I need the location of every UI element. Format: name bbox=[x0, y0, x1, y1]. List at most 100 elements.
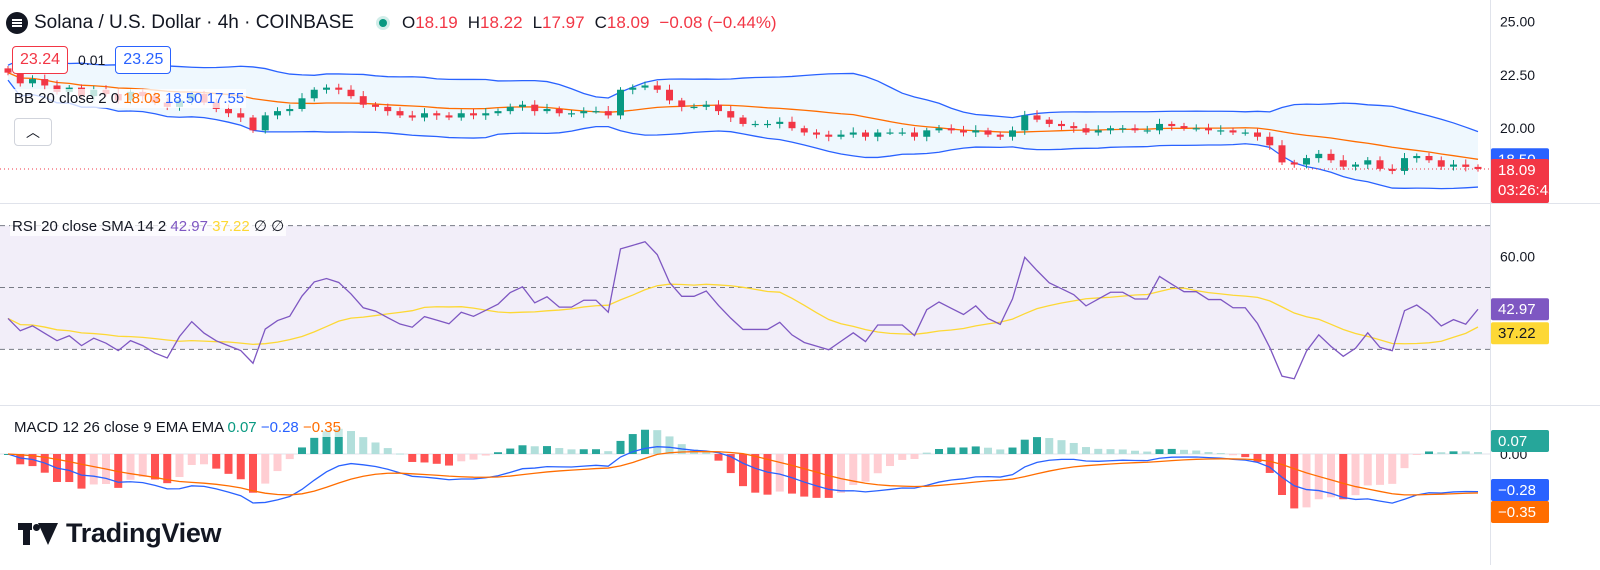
symbol-title[interactable]: Solana / U.S. Dollar · 4h · COINBASE bbox=[34, 12, 354, 33]
candle-body bbox=[1462, 164, 1470, 167]
candle-body bbox=[1119, 128, 1127, 130]
candle-body bbox=[1241, 132, 1249, 134]
candle-body bbox=[1450, 164, 1457, 167]
candle-body bbox=[653, 85, 661, 90]
candle-body bbox=[237, 113, 245, 118]
price-change: −0.08 (−0.44%) bbox=[659, 13, 777, 32]
macd-histogram-bar bbox=[628, 434, 637, 454]
candle-body bbox=[1058, 123, 1065, 127]
macd-histogram-bar bbox=[1437, 452, 1446, 454]
macd-signal-badge-text: −0.35 bbox=[1498, 504, 1536, 521]
candle-body bbox=[580, 111, 588, 114]
macd-histogram-bar bbox=[726, 454, 735, 474]
macd-histogram-bar bbox=[1155, 449, 1164, 454]
candle-body bbox=[543, 108, 551, 112]
ohlc-low-key: L bbox=[532, 13, 543, 32]
candle-body bbox=[715, 104, 722, 112]
macd-histogram-bar bbox=[1057, 440, 1066, 454]
candle-body bbox=[825, 134, 833, 137]
macd-histogram-bar bbox=[947, 447, 956, 454]
macd-signal-badge-bg bbox=[1491, 501, 1549, 523]
candle-body bbox=[445, 115, 453, 118]
macd-histogram-bar bbox=[1265, 454, 1274, 473]
macd-value: −0.28 bbox=[260, 419, 299, 436]
macd-histogram-bar bbox=[898, 454, 907, 460]
price-badge-text: 03:26:45 bbox=[1498, 182, 1556, 199]
tradingview-logo[interactable]: TradingView bbox=[18, 518, 222, 549]
macd-histogram-bar bbox=[751, 454, 760, 493]
macd-histogram-bar bbox=[1461, 451, 1470, 454]
candle-body bbox=[249, 117, 257, 131]
candle-body bbox=[310, 89, 318, 99]
candle-body bbox=[862, 132, 869, 137]
macd-histogram-bar bbox=[653, 430, 662, 454]
macd-hist-badge-bg bbox=[1491, 430, 1549, 452]
candle-body bbox=[666, 89, 673, 101]
macd-histogram-bar bbox=[506, 448, 515, 454]
candle-body bbox=[1045, 119, 1053, 124]
candle-body bbox=[776, 121, 784, 124]
candle-body bbox=[1388, 168, 1396, 171]
price-axis-tick: 20.00 bbox=[1500, 120, 1535, 136]
macd-histogram-bar bbox=[1143, 451, 1152, 454]
macd-histogram-bar bbox=[861, 454, 870, 482]
sell-button[interactable]: 23.24 bbox=[12, 46, 69, 74]
candle-body bbox=[1229, 130, 1237, 133]
candle-body bbox=[837, 134, 845, 137]
spread-value: 0.01 bbox=[78, 52, 106, 68]
candle-body bbox=[972, 130, 980, 133]
macd-hist-value: 0.07 bbox=[227, 419, 257, 436]
candle-body bbox=[384, 106, 392, 112]
macd-histogram-bar bbox=[16, 454, 25, 465]
candle-body bbox=[800, 128, 808, 133]
macd-histogram-bar bbox=[579, 449, 588, 454]
candle-body bbox=[16, 72, 24, 84]
macd-badge: −0.28 bbox=[1491, 479, 1549, 501]
macd-histogram-bar bbox=[714, 454, 723, 461]
candle-body bbox=[641, 85, 649, 88]
candle-body bbox=[960, 130, 967, 133]
bb-legend[interactable]: BB 20 close 2 0 18.03 18.50 17.55 bbox=[12, 89, 247, 108]
candle-body bbox=[1425, 155, 1433, 161]
macd-legend[interactable]: MACD 12 26 close 9 EMA EMA 0.07 −0.28 −0… bbox=[12, 418, 343, 437]
candle-body bbox=[1290, 162, 1298, 165]
candle-body bbox=[1082, 128, 1090, 133]
candle-body bbox=[1107, 128, 1114, 131]
candle-body bbox=[935, 128, 943, 131]
macd-histogram-bar bbox=[445, 454, 453, 466]
macd-histogram-bar bbox=[1363, 454, 1372, 486]
bb-basis-value: 18.03 bbox=[123, 90, 161, 107]
candle-body bbox=[4, 68, 12, 73]
macd-histogram-bar bbox=[1033, 437, 1041, 454]
rsi-badge-text: 42.97 bbox=[1498, 301, 1536, 318]
candle-body bbox=[886, 132, 894, 134]
rsi-empty-2: ∅ bbox=[271, 218, 285, 235]
collapse-legend-button[interactable]: ︿ bbox=[14, 118, 52, 146]
macd-histogram-bar bbox=[1204, 452, 1213, 454]
candle-body bbox=[261, 115, 269, 131]
market-status-icon[interactable] bbox=[375, 16, 390, 30]
macd-histogram-bar bbox=[837, 454, 845, 493]
candle-body bbox=[1131, 128, 1139, 131]
candle-body bbox=[1352, 164, 1359, 167]
rsi-sma-badge-text: 37.22 bbox=[1498, 325, 1536, 342]
rsi-legend[interactable]: RSI 20 close SMA 14 2 42.97 37.22 ∅ ∅ bbox=[10, 216, 287, 236]
macd-histogram-bar bbox=[469, 454, 478, 460]
buy-button[interactable]: 23.25 bbox=[115, 46, 172, 74]
candle-body bbox=[531, 104, 539, 112]
macd-histogram-bar bbox=[114, 454, 123, 488]
macd-histogram-bar bbox=[359, 437, 368, 454]
price-badge-bg bbox=[1491, 159, 1549, 204]
candle-body bbox=[408, 115, 416, 118]
candle-body bbox=[568, 113, 575, 115]
macd-histogram-bar bbox=[1131, 450, 1139, 454]
candle-body bbox=[1217, 130, 1225, 132]
macd-histogram-bar bbox=[298, 447, 306, 454]
macd-histogram-bar bbox=[371, 442, 380, 454]
macd-histogram-bar bbox=[665, 436, 674, 454]
candle-body bbox=[1266, 136, 1274, 146]
macd-histogram-bar bbox=[616, 440, 625, 454]
candle-body bbox=[482, 113, 490, 116]
